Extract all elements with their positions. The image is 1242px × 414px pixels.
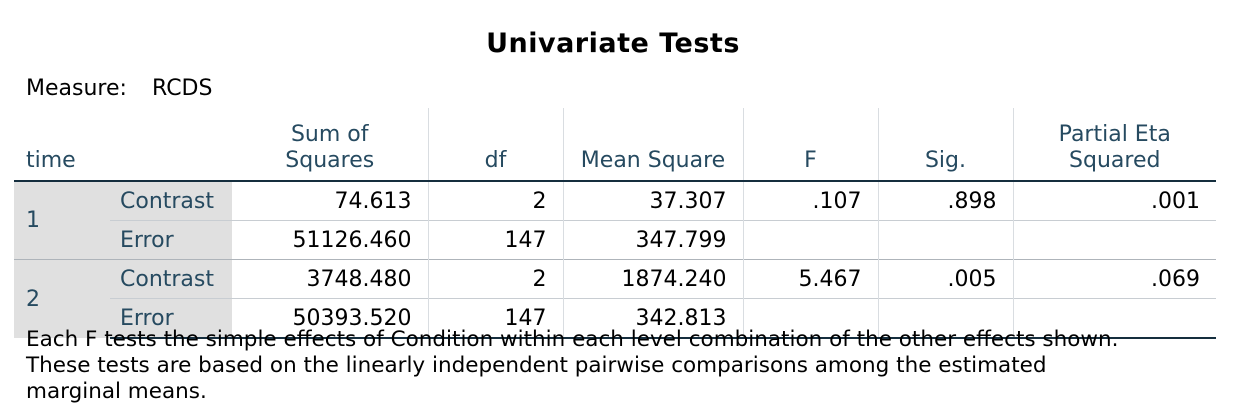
cell-df: 2 <box>427 259 563 299</box>
cell-sum-of-squares: 3748.480 <box>232 259 428 299</box>
footnote-line: marginal means. <box>26 379 207 404</box>
table-row: Error 50393.520 147 342.813 <box>14 298 1216 339</box>
table-row: Error 51126.460 147 347.799 <box>14 220 1216 260</box>
cell-df: 2 <box>427 181 563 221</box>
cell-sum-of-squares: 74.613 <box>334 188 412 214</box>
cell-df: 147 <box>427 298 563 339</box>
source-label: Contrast <box>110 181 232 221</box>
measure-label: Measure: <box>26 76 127 101</box>
cell-mean-square: 37.307 <box>562 181 743 221</box>
table-title: Univariate Tests <box>486 28 740 59</box>
cell-partial-eta <box>1012 220 1216 260</box>
measure-line: Measure: RCDS <box>26 76 212 101</box>
cell-sum-of-squares: 50393.520 <box>232 298 428 339</box>
univariate-tests-table: time Sum of Squares df Mean Square F Sig.… <box>14 108 1216 339</box>
time-label: 2 <box>14 259 110 338</box>
measure-value: RCDS <box>152 76 213 101</box>
col-header-sig: Sig. <box>877 108 1013 181</box>
col-header-mean-square: Mean Square <box>562 108 743 181</box>
cell-partial-eta: .001 <box>1012 181 1216 221</box>
cell-sig <box>877 298 1013 339</box>
cell-sig <box>877 220 1013 260</box>
footnote-line: These tests are based on the linearly in… <box>26 353 1047 378</box>
cell-mean-square: 342.813 <box>562 298 743 339</box>
header-row: time Sum of Squares df Mean Square F Sig.… <box>14 108 1216 181</box>
cell-f: .107 <box>742 181 878 221</box>
cell-f: 5.467 <box>742 259 878 299</box>
table-row: 1 Contrast 74.613 2 37.307 .107 .898 .00… <box>14 181 1216 260</box>
source-label: Error <box>110 220 232 260</box>
cell-sum-of-squares: 51126.460 <box>232 220 428 260</box>
source-label: Error <box>110 298 232 339</box>
col-header-time: time <box>26 148 76 173</box>
cell-f <box>742 220 878 260</box>
cell-mean-square: 1874.240 <box>562 259 743 299</box>
cell-f <box>742 298 878 339</box>
cell-df: 147 <box>427 220 563 260</box>
table-row: 2 Contrast 3748.480 2 1874.240 5.467 .00… <box>14 259 1216 338</box>
cell-mean-square: 347.799 <box>562 220 743 260</box>
col-header-partial-eta: Partial Eta Squared <box>1012 108 1216 181</box>
col-header-f: F <box>742 108 878 181</box>
time-label: 1 <box>14 181 110 260</box>
cell-sig: .005 <box>877 259 1013 299</box>
cell-partial-eta <box>1012 298 1216 339</box>
col-header-sum-of-squares: Sum of Squares <box>285 122 375 173</box>
table-footnote: Each F tests the simple effects of Condi… <box>26 327 1216 405</box>
col-header-df: df <box>427 108 563 181</box>
cell-sig: .898 <box>877 181 1013 221</box>
source-label: Contrast <box>110 259 232 299</box>
footnote-line: Each F tests the simple effects of Condi… <box>26 327 1119 352</box>
cell-partial-eta: .069 <box>1012 259 1216 299</box>
